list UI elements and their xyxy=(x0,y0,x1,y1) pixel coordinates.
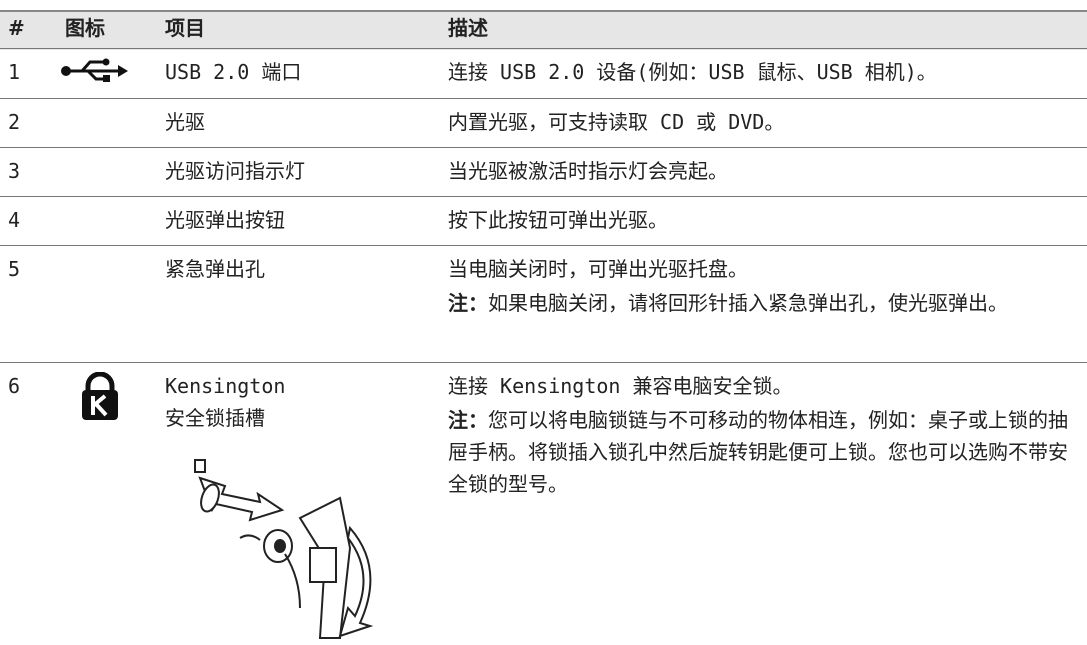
note: 注：如果电脑关闭，请将回形针插入紧急弹出孔，使光驱弹出。 xyxy=(448,287,1078,319)
header-cell: 图标 xyxy=(65,16,105,40)
item-line: Kensington xyxy=(165,374,286,398)
description-line: 连接 Kensington 兼容电脑安全锁。 xyxy=(448,374,793,398)
description-line: 连接 USB 2.0 设备(例如：USB 鼠标、USB 相机)。 xyxy=(448,60,937,84)
item-line: USB 2.0 端口 xyxy=(165,60,302,84)
row-rule xyxy=(0,196,1087,197)
note: 注：您可以将电脑锁链与不可移动的物体相连，例如：桌子或上锁的抽屉手柄。将锁插入锁… xyxy=(448,404,1078,500)
note-text: 您可以将电脑锁链与不可移动的物体相连，例如：桌子或上锁的抽屉手柄。将锁插入锁孔中… xyxy=(448,408,1068,496)
item-cell: 光驱 xyxy=(165,106,205,138)
description-line: 内置光驱，可支持读取 CD 或 DVD。 xyxy=(448,110,785,134)
note-text: 如果电脑关闭，请将回形针插入紧急弹出孔，使光驱弹出。 xyxy=(488,291,1008,315)
lock-illustration xyxy=(194,459,374,639)
item-line: 光驱弹出按钮 xyxy=(165,208,285,232)
description-cell: 按下此按钮可弹出光驱。 xyxy=(448,204,1078,236)
row-number: 3 xyxy=(8,159,21,183)
description-cell: 当电脑关闭时，可弹出光驱托盘。 注：如果电脑关闭，请将回形针插入紧急弹出孔，使光驱… xyxy=(448,253,1078,319)
item-cell: Kensington 安全锁插槽 xyxy=(165,370,285,434)
row-number: 5 xyxy=(8,257,21,281)
header-cell: 描述 xyxy=(448,16,488,40)
item-line: 光驱 xyxy=(165,110,205,134)
row-rule xyxy=(0,245,1087,246)
header-band xyxy=(0,10,1087,50)
note-label: 注： xyxy=(448,408,488,432)
description-cell: 连接 USB 2.0 设备(例如：USB 鼠标、USB 相机)。 xyxy=(448,56,1078,88)
row-number: 4 xyxy=(8,208,21,232)
description-cell: 内置光驱，可支持读取 CD 或 DVD。 xyxy=(448,106,1078,138)
item-cell: USB 2.0 端口 xyxy=(165,56,301,88)
kensington-icon xyxy=(82,372,118,420)
description-cell: 连接 Kensington 兼容电脑安全锁。 注：您可以将电脑锁链与不可移动的物体… xyxy=(448,370,1078,500)
note-label: 注： xyxy=(448,291,488,315)
description-line: 按下此按钮可弹出光驱。 xyxy=(448,208,668,232)
row-rule xyxy=(0,362,1087,363)
description-line: 当光驱被激活时指示灯会亮起。 xyxy=(448,159,728,183)
row-number: 6 xyxy=(8,374,21,398)
item-cell: 紧急弹出孔 xyxy=(165,253,265,285)
description-line: 当电脑关闭时，可弹出光驱托盘。 xyxy=(448,257,748,281)
item-cell: 光驱访问指示灯 xyxy=(165,155,305,187)
row-number: 1 xyxy=(8,60,21,84)
header-rule xyxy=(0,48,1087,49)
usb-icon xyxy=(61,58,128,82)
header-cell: # xyxy=(8,16,25,40)
row-rule xyxy=(0,98,1087,99)
item-line: 紧急弹出孔 xyxy=(165,257,265,281)
item-line: 光驱访问指示灯 xyxy=(165,159,305,183)
item-cell: 光驱弹出按钮 xyxy=(165,204,285,236)
header-cell: 项目 xyxy=(165,16,205,40)
row-number: 2 xyxy=(8,110,21,134)
item-line: 安全锁插槽 xyxy=(165,406,265,430)
description-cell: 当光驱被激活时指示灯会亮起。 xyxy=(448,155,1078,187)
row-rule xyxy=(0,147,1087,148)
